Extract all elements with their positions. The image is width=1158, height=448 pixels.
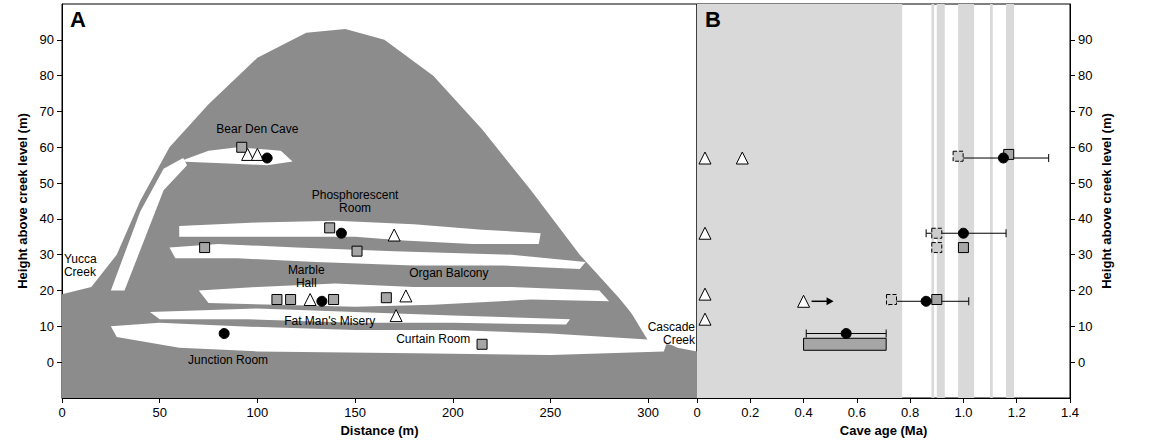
svg-text:30: 30 xyxy=(1078,247,1092,262)
svg-text:30: 30 xyxy=(40,247,54,262)
svg-text:150: 150 xyxy=(344,405,366,420)
svg-text:Fat Man's Misery: Fat Man's Misery xyxy=(284,314,375,328)
svg-text:300: 300 xyxy=(637,405,659,420)
svg-text:Curtain Room: Curtain Room xyxy=(396,332,470,346)
svg-text:80: 80 xyxy=(40,68,54,83)
svg-text:20: 20 xyxy=(40,283,54,298)
svg-text:Junction Room: Junction Room xyxy=(188,353,268,367)
svg-text:250: 250 xyxy=(540,405,562,420)
svg-text:1.2: 1.2 xyxy=(1008,405,1026,420)
svg-text:Hall: Hall xyxy=(296,276,317,290)
svg-text:0: 0 xyxy=(693,405,700,420)
svg-text:100: 100 xyxy=(247,405,269,420)
svg-text:Yucca: Yucca xyxy=(64,252,97,266)
svg-text:Bear Den Cave: Bear Den Cave xyxy=(216,122,298,136)
svg-text:1.4: 1.4 xyxy=(1061,405,1079,420)
svg-text:Cave age (Ma): Cave age (Ma) xyxy=(840,423,927,438)
svg-text:0: 0 xyxy=(1078,355,1085,370)
svg-text:10: 10 xyxy=(1078,319,1092,334)
svg-text:70: 70 xyxy=(40,104,54,119)
svg-text:90: 90 xyxy=(40,32,54,47)
svg-text:Height above creek level (m): Height above creek level (m) xyxy=(15,113,30,289)
svg-text:20: 20 xyxy=(1078,283,1092,298)
svg-text:70: 70 xyxy=(1078,104,1092,119)
svg-text:50: 50 xyxy=(1078,176,1092,191)
svg-text:50: 50 xyxy=(40,176,54,191)
svg-text:Creek: Creek xyxy=(64,265,97,279)
svg-text:0.6: 0.6 xyxy=(848,405,866,420)
svg-text:B: B xyxy=(705,7,721,32)
svg-text:Height above creek level (m): Height above creek level (m) xyxy=(1099,113,1114,289)
svg-text:Creek: Creek xyxy=(663,333,696,347)
svg-text:90: 90 xyxy=(1078,32,1092,47)
svg-text:60: 60 xyxy=(40,140,54,155)
svg-text:Cascade: Cascade xyxy=(648,320,696,334)
svg-text:Room: Room xyxy=(339,201,371,215)
svg-text:40: 40 xyxy=(40,211,54,226)
svg-text:Phosphorescent: Phosphorescent xyxy=(312,188,399,202)
svg-text:Distance (m): Distance (m) xyxy=(340,423,418,438)
svg-text:0.4: 0.4 xyxy=(795,405,813,420)
svg-text:200: 200 xyxy=(442,405,464,420)
svg-text:1.0: 1.0 xyxy=(954,405,972,420)
svg-text:10: 10 xyxy=(40,319,54,334)
svg-text:0.8: 0.8 xyxy=(901,405,919,420)
svg-text:0: 0 xyxy=(58,405,65,420)
svg-text:A: A xyxy=(70,7,86,32)
svg-text:0: 0 xyxy=(47,355,54,370)
svg-text:Organ Balcony: Organ Balcony xyxy=(409,266,488,280)
svg-text:40: 40 xyxy=(1078,211,1092,226)
svg-text:50: 50 xyxy=(152,405,166,420)
svg-text:80: 80 xyxy=(1078,68,1092,83)
svg-text:Marble: Marble xyxy=(288,263,325,277)
svg-text:0.2: 0.2 xyxy=(741,405,759,420)
svg-text:60: 60 xyxy=(1078,140,1092,155)
